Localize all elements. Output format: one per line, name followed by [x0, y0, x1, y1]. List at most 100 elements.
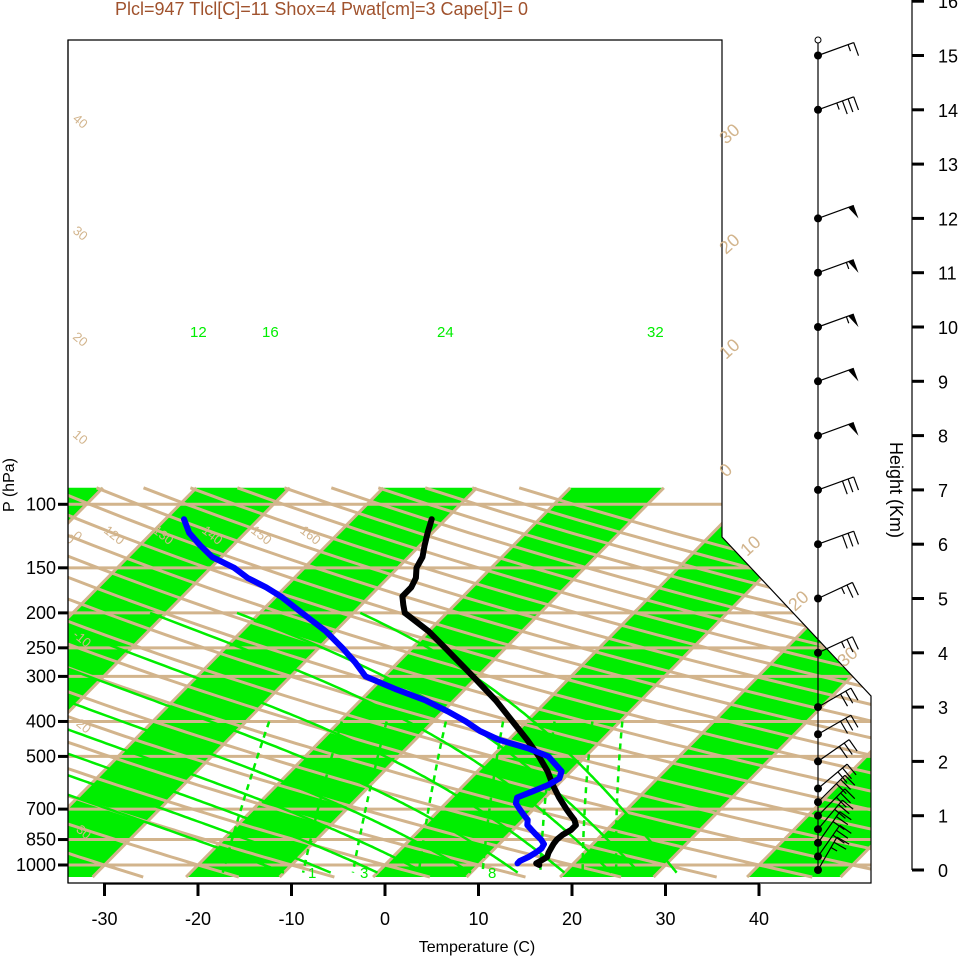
dry-adiabat-line	[68, 486, 718, 879]
wind-barb-flag	[848, 259, 859, 273]
x-tick-label: -10	[278, 909, 304, 929]
moist-adiabat-label: 12	[190, 324, 207, 341]
y-tick-label: 400	[26, 711, 56, 731]
wind-barb-feather	[853, 42, 860, 56]
dry-adiabat-line	[68, 486, 813, 879]
wind-barb-feather	[847, 533, 854, 547]
wind-barb-feather	[833, 841, 847, 850]
mixing-ratio-label: 3	[360, 865, 368, 882]
y-tick-label: 500	[26, 746, 56, 766]
wind-barb-feather	[839, 720, 849, 734]
dry-adiabat-left-label: 40	[70, 111, 91, 132]
sounding-profiles	[181, 516, 579, 868]
isotherm-line	[0, 488, 9, 877]
x-tick-label: -30	[91, 909, 117, 929]
moist-adiabat-line	[68, 677, 472, 874]
height-tick-label: 1	[938, 807, 948, 827]
dry-adiabat-left-label: 30	[70, 223, 91, 244]
wind-barb-shaft	[817, 41, 854, 57]
wind-barb-feather	[832, 834, 845, 844]
wind-barb-feather	[844, 774, 856, 786]
wind-barb-feather	[836, 829, 849, 839]
x-axis-label: Temperature (C)	[419, 939, 535, 956]
x-tick-label: -20	[185, 909, 211, 929]
isotherm-band	[186, 487, 664, 878]
height-tick-label: 3	[938, 698, 948, 718]
mixing-ratio-line	[417, 721, 448, 873]
wind-barb-shaft	[817, 739, 850, 762]
x-tick-label: 30	[655, 909, 675, 929]
y-tick-label: 250	[26, 638, 56, 658]
dry-adiabat-line	[68, 486, 871, 879]
height-tick-label: 4	[938, 644, 948, 664]
isotherm-edge-label: 30	[715, 120, 743, 148]
isotherm-line	[91, 486, 478, 879]
wind-barb-feather	[836, 836, 850, 845]
wind-barb-shaft	[817, 96, 854, 111]
x-tick-label: 0	[380, 909, 390, 929]
dry-adiabat-left-label: 10	[70, 427, 91, 448]
isotherm-edge-label: 20	[715, 230, 743, 258]
wind-barb-feather	[835, 796, 847, 808]
wind-barb-feather	[853, 530, 860, 545]
moist-adiabat-line	[68, 733, 332, 874]
plot-area: 5060708090100110120130140150160403020100…	[0, 111, 871, 882]
moist-adiabat-line	[68, 716, 379, 874]
isotherm-edge-label: 10	[715, 335, 743, 363]
wind-barb-feather	[848, 739, 858, 752]
dry-adiabat-label: 100	[3, 522, 29, 547]
y-tick-label: 100	[26, 494, 56, 514]
dry-adiabat-line	[68, 486, 526, 879]
wind-barb-feather	[851, 636, 859, 650]
wind-barb-half-feather	[845, 316, 850, 324]
wind-barb-half-feather	[830, 846, 838, 852]
wind-barb-feather	[834, 808, 846, 819]
dry-adiabat-line	[68, 486, 622, 879]
mixing-ratio-label: 8	[488, 865, 496, 882]
wind-barb-shaft	[817, 204, 854, 219]
wind-barb-flag	[848, 314, 859, 328]
height-tick-label: 12	[938, 209, 958, 229]
temperature-profile	[399, 516, 579, 868]
dry-adiabat-left-label: 20	[70, 329, 91, 350]
isotherm-line	[746, 486, 871, 879]
mixing-ratio-line	[581, 721, 594, 873]
wind-barb-feather	[853, 96, 860, 111]
y-tick-label: 300	[26, 666, 56, 686]
wind-barb-feather	[839, 811, 852, 821]
wind-barb-shaft	[817, 811, 841, 844]
isotherm-band	[747, 487, 871, 878]
wind-barb-shaft	[817, 799, 843, 830]
y-tick-label: 700	[26, 799, 56, 819]
wind-barb-feather	[836, 816, 849, 826]
height-tick-label: 16	[938, 0, 958, 12]
dry-adiabat-line	[68, 486, 871, 879]
isotherm-band	[68, 487, 477, 878]
dry-adiabat-line	[68, 486, 431, 879]
dry-adiabat-line	[68, 486, 335, 879]
wind-barb-shaft	[817, 530, 854, 545]
wind-barb-feather	[850, 714, 859, 728]
wind-barb-half-feather	[841, 641, 846, 649]
dry-adiabat-line	[236, 486, 871, 879]
moist-adiabat-line	[68, 655, 519, 874]
wind-barb-feather	[832, 821, 845, 831]
isotherm-line	[68, 486, 291, 879]
dry-adiabat-label: 120	[101, 522, 127, 547]
wind-barb-shaft	[817, 636, 853, 654]
wind-barb-flag	[848, 368, 859, 382]
mixing-ratio-line	[351, 721, 388, 873]
isotherm-edge-label: 10	[736, 532, 764, 560]
wind-barb-feather	[845, 690, 854, 704]
dry-adiabat-line	[68, 486, 871, 879]
moist-adiabat-label: 32	[647, 324, 664, 341]
wind-barb-feather	[841, 100, 848, 115]
height-tick-label: 11	[938, 264, 957, 284]
mixing-ratio-line	[301, 721, 344, 873]
wind-barb-shaft	[817, 422, 854, 437]
wind-barb-feather	[851, 582, 859, 596]
wind-barb-shaft	[817, 581, 853, 600]
wind-marker-open	[814, 36, 822, 44]
height-tick-label: 9	[938, 372, 948, 392]
